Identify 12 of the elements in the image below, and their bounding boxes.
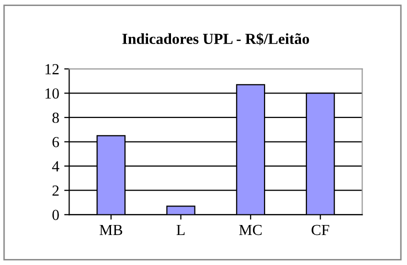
chart-title: Indicadores UPL - R$/Leitão (122, 32, 309, 46)
x-tick-label: L (176, 224, 185, 235)
y-tick-label: 0 (52, 210, 59, 220)
y-tick-label: 12 (46, 64, 59, 74)
x-tick-label: MB (100, 224, 122, 236)
y-tick-label: 6 (52, 136, 60, 148)
x-tick-label: CF (312, 224, 330, 236)
y-tick-label: 10 (46, 88, 59, 99)
y-tick-label: 2 (52, 186, 59, 196)
y-tick-label: 4 (52, 161, 60, 172)
x-tick-label: MC (239, 224, 262, 236)
y-tick-label: 8 (52, 112, 59, 123)
